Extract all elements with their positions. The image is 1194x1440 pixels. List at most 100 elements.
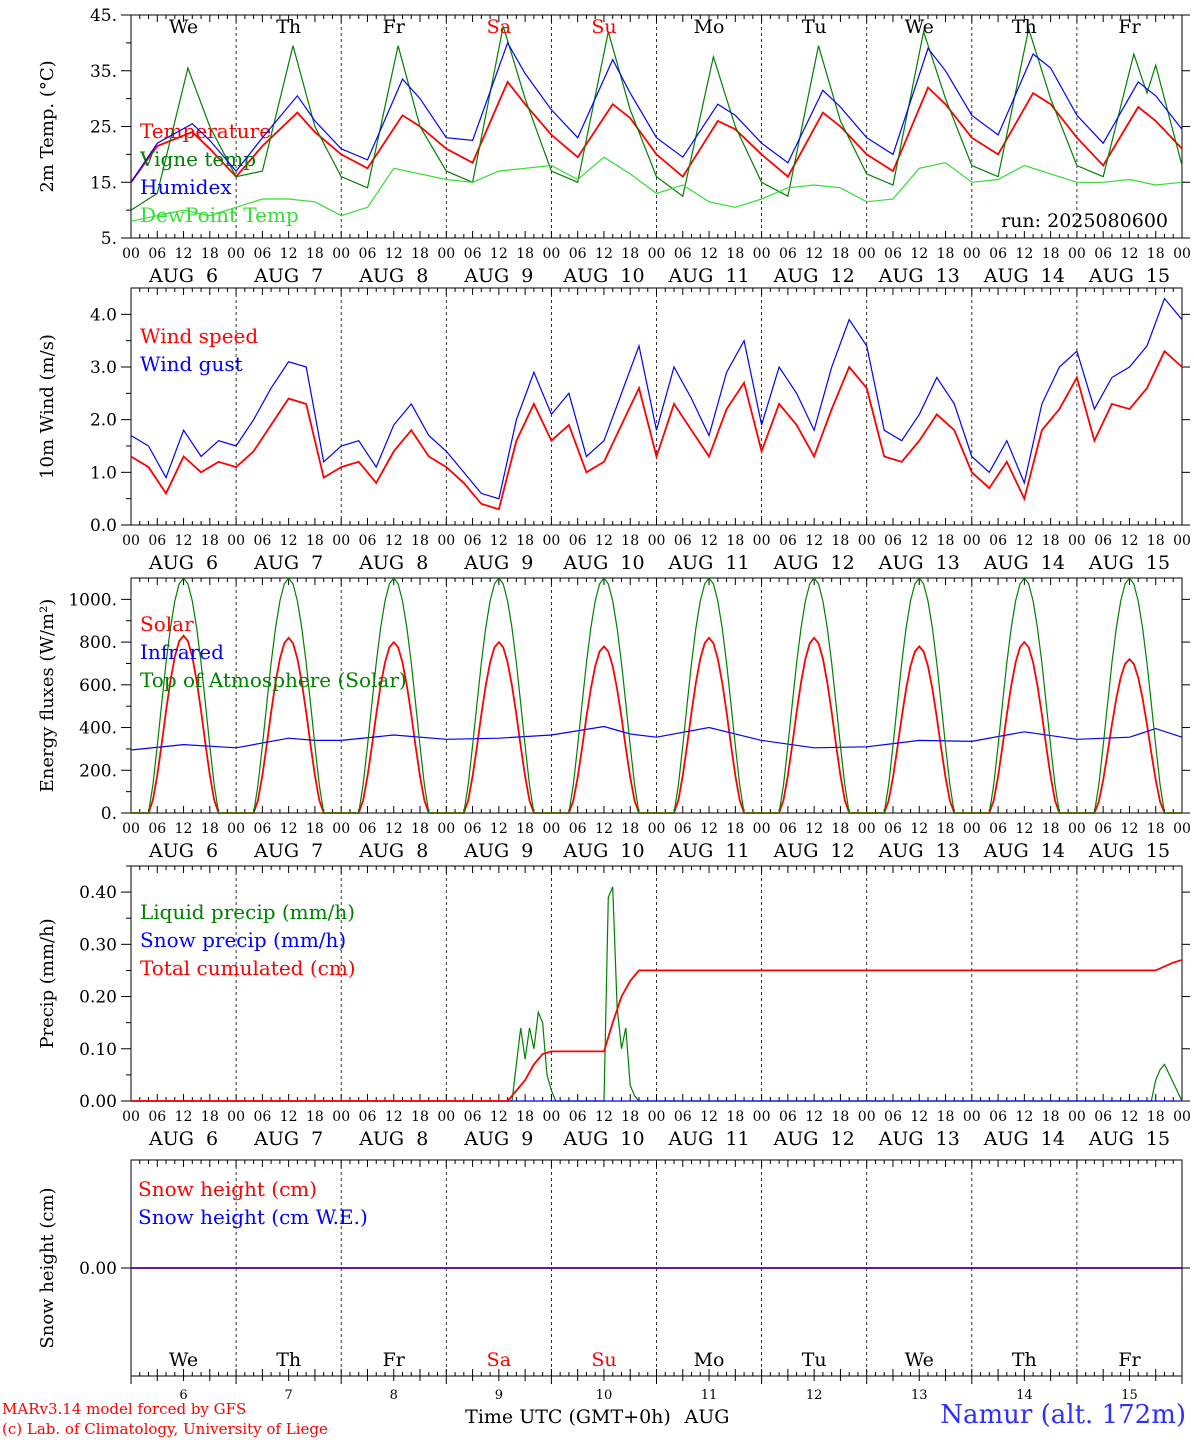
date-label: AUG 11	[667, 552, 749, 574]
date-label: AUG 10	[562, 265, 644, 287]
hour-label: 12	[700, 246, 718, 262]
hour-label: 06	[674, 1109, 692, 1125]
y-tick-label: 0.40	[79, 883, 117, 903]
date-number-bottom: 14	[1016, 1388, 1033, 1403]
date-label: AUG 12	[773, 552, 855, 574]
hour-label: 12	[1015, 246, 1033, 262]
legend-entry: DewPoint Temp	[140, 203, 299, 227]
hour-label: 00	[648, 533, 666, 549]
hour-label: 00	[227, 821, 245, 837]
hour-label: 06	[884, 533, 902, 549]
hour-label: 18	[1147, 821, 1165, 837]
hour-label: 12	[490, 533, 508, 549]
hour-label: 00	[1068, 1109, 1086, 1125]
y-tick-label: 4.0	[90, 305, 117, 325]
hour-label: 12	[385, 246, 403, 262]
hour-label: 00	[753, 821, 771, 837]
date-label: AUG 7	[253, 265, 323, 287]
date-label: AUG 10	[562, 840, 644, 862]
legend-entry: Snow height (cm)	[138, 1177, 317, 1201]
hour-label: 00	[437, 821, 455, 837]
hour-label: 06	[674, 821, 692, 837]
hour-label: 00	[227, 246, 245, 262]
hour-label: 12	[490, 246, 508, 262]
hour-label: 00	[648, 246, 666, 262]
y-axis-label: 10m Wind (m/s)	[37, 334, 58, 479]
hour-label: 18	[516, 246, 534, 262]
y-tick-label: 35.	[90, 62, 117, 82]
date-label: AUG 7	[253, 552, 323, 574]
date-label: AUG 13	[878, 1128, 960, 1150]
hour-label: 12	[280, 533, 298, 549]
run-label: run: 2025080600	[1001, 210, 1168, 232]
hour-label: 18	[832, 821, 850, 837]
date-number-bottom: 8	[390, 1388, 398, 1403]
weekday-label-bottom: Fr	[1118, 1349, 1141, 1371]
hour-label: 12	[910, 1109, 928, 1125]
hour-label: 00	[753, 533, 771, 549]
hour-label: 06	[253, 246, 271, 262]
hour-label: 18	[411, 246, 429, 262]
y-axis-label: Precip (mm/h)	[37, 918, 58, 1048]
hour-label: 12	[385, 533, 403, 549]
hour-label: 18	[516, 821, 534, 837]
hour-label: 12	[490, 821, 508, 837]
hour-label: 18	[621, 821, 639, 837]
hour-label: 00	[332, 533, 350, 549]
hour-label: 06	[253, 533, 271, 549]
legend-entry: Liquid precip (mm/h)	[140, 900, 355, 924]
hour-label: 00	[858, 1109, 876, 1125]
hour-label: 18	[621, 1109, 639, 1125]
date-label: AUG 9	[463, 265, 533, 287]
hour-label: 00	[542, 821, 560, 837]
hour-label: 18	[306, 821, 324, 837]
weekday-label-bottom: Tu	[802, 1349, 827, 1371]
hour-label: 12	[1121, 1109, 1139, 1125]
date-label: AUG 12	[773, 1128, 855, 1150]
lab-credit: (c) Lab. of Climatology, University of L…	[2, 1420, 328, 1438]
hour-label: 06	[1094, 533, 1112, 549]
date-label: AUG 11	[667, 265, 749, 287]
hour-label: 00	[858, 821, 876, 837]
weekday-label-bottom: We	[169, 1349, 198, 1371]
series-line-0-2	[130, 41, 1183, 183]
hour-label: 00	[122, 1109, 140, 1125]
legend-entry: Temperature	[140, 119, 271, 143]
date-label: AUG 10	[562, 1128, 644, 1150]
weekday-label-bottom: Sa	[487, 1349, 511, 1371]
hour-label: 18	[832, 533, 850, 549]
y-tick-label: 25.	[90, 118, 117, 138]
hour-label: 06	[674, 533, 692, 549]
series-line-1-1	[130, 297, 1183, 500]
date-number-bottom: 7	[285, 1388, 293, 1403]
hour-label: 00	[437, 246, 455, 262]
hour-label: 00	[858, 533, 876, 549]
hour-label: 00	[753, 246, 771, 262]
date-label: AUG 6	[148, 552, 218, 574]
hour-label: 12	[175, 821, 193, 837]
hour-label: 06	[148, 1109, 166, 1125]
y-tick-label: 0.30	[79, 935, 117, 955]
hour-label: 06	[989, 821, 1007, 837]
hour-label: 06	[359, 246, 377, 262]
weekday-label-bottom: Th	[1012, 1349, 1037, 1371]
weekday-label-top: Sa	[487, 16, 511, 38]
date-label: AUG 14	[983, 552, 1065, 574]
hour-label: 18	[937, 821, 955, 837]
hour-label: 18	[201, 533, 219, 549]
hour-label: 18	[621, 533, 639, 549]
y-tick-label: 5.	[101, 229, 117, 249]
hour-label: 06	[1094, 821, 1112, 837]
hour-label: 06	[359, 533, 377, 549]
y-axis-label: 2m Temp. (°C)	[37, 60, 58, 192]
hour-label: 12	[175, 246, 193, 262]
hour-label: 18	[516, 1109, 534, 1125]
date-number-bottom: 6	[179, 1388, 187, 1403]
legend-entry: Infrared	[140, 640, 224, 664]
hour-label: 00	[1173, 533, 1191, 549]
hour-label: 18	[937, 246, 955, 262]
legend-entry: Wind speed	[140, 324, 258, 348]
y-tick-label: 0.	[101, 804, 117, 824]
hour-label: 18	[201, 821, 219, 837]
y-tick-label: 600.	[79, 676, 117, 696]
